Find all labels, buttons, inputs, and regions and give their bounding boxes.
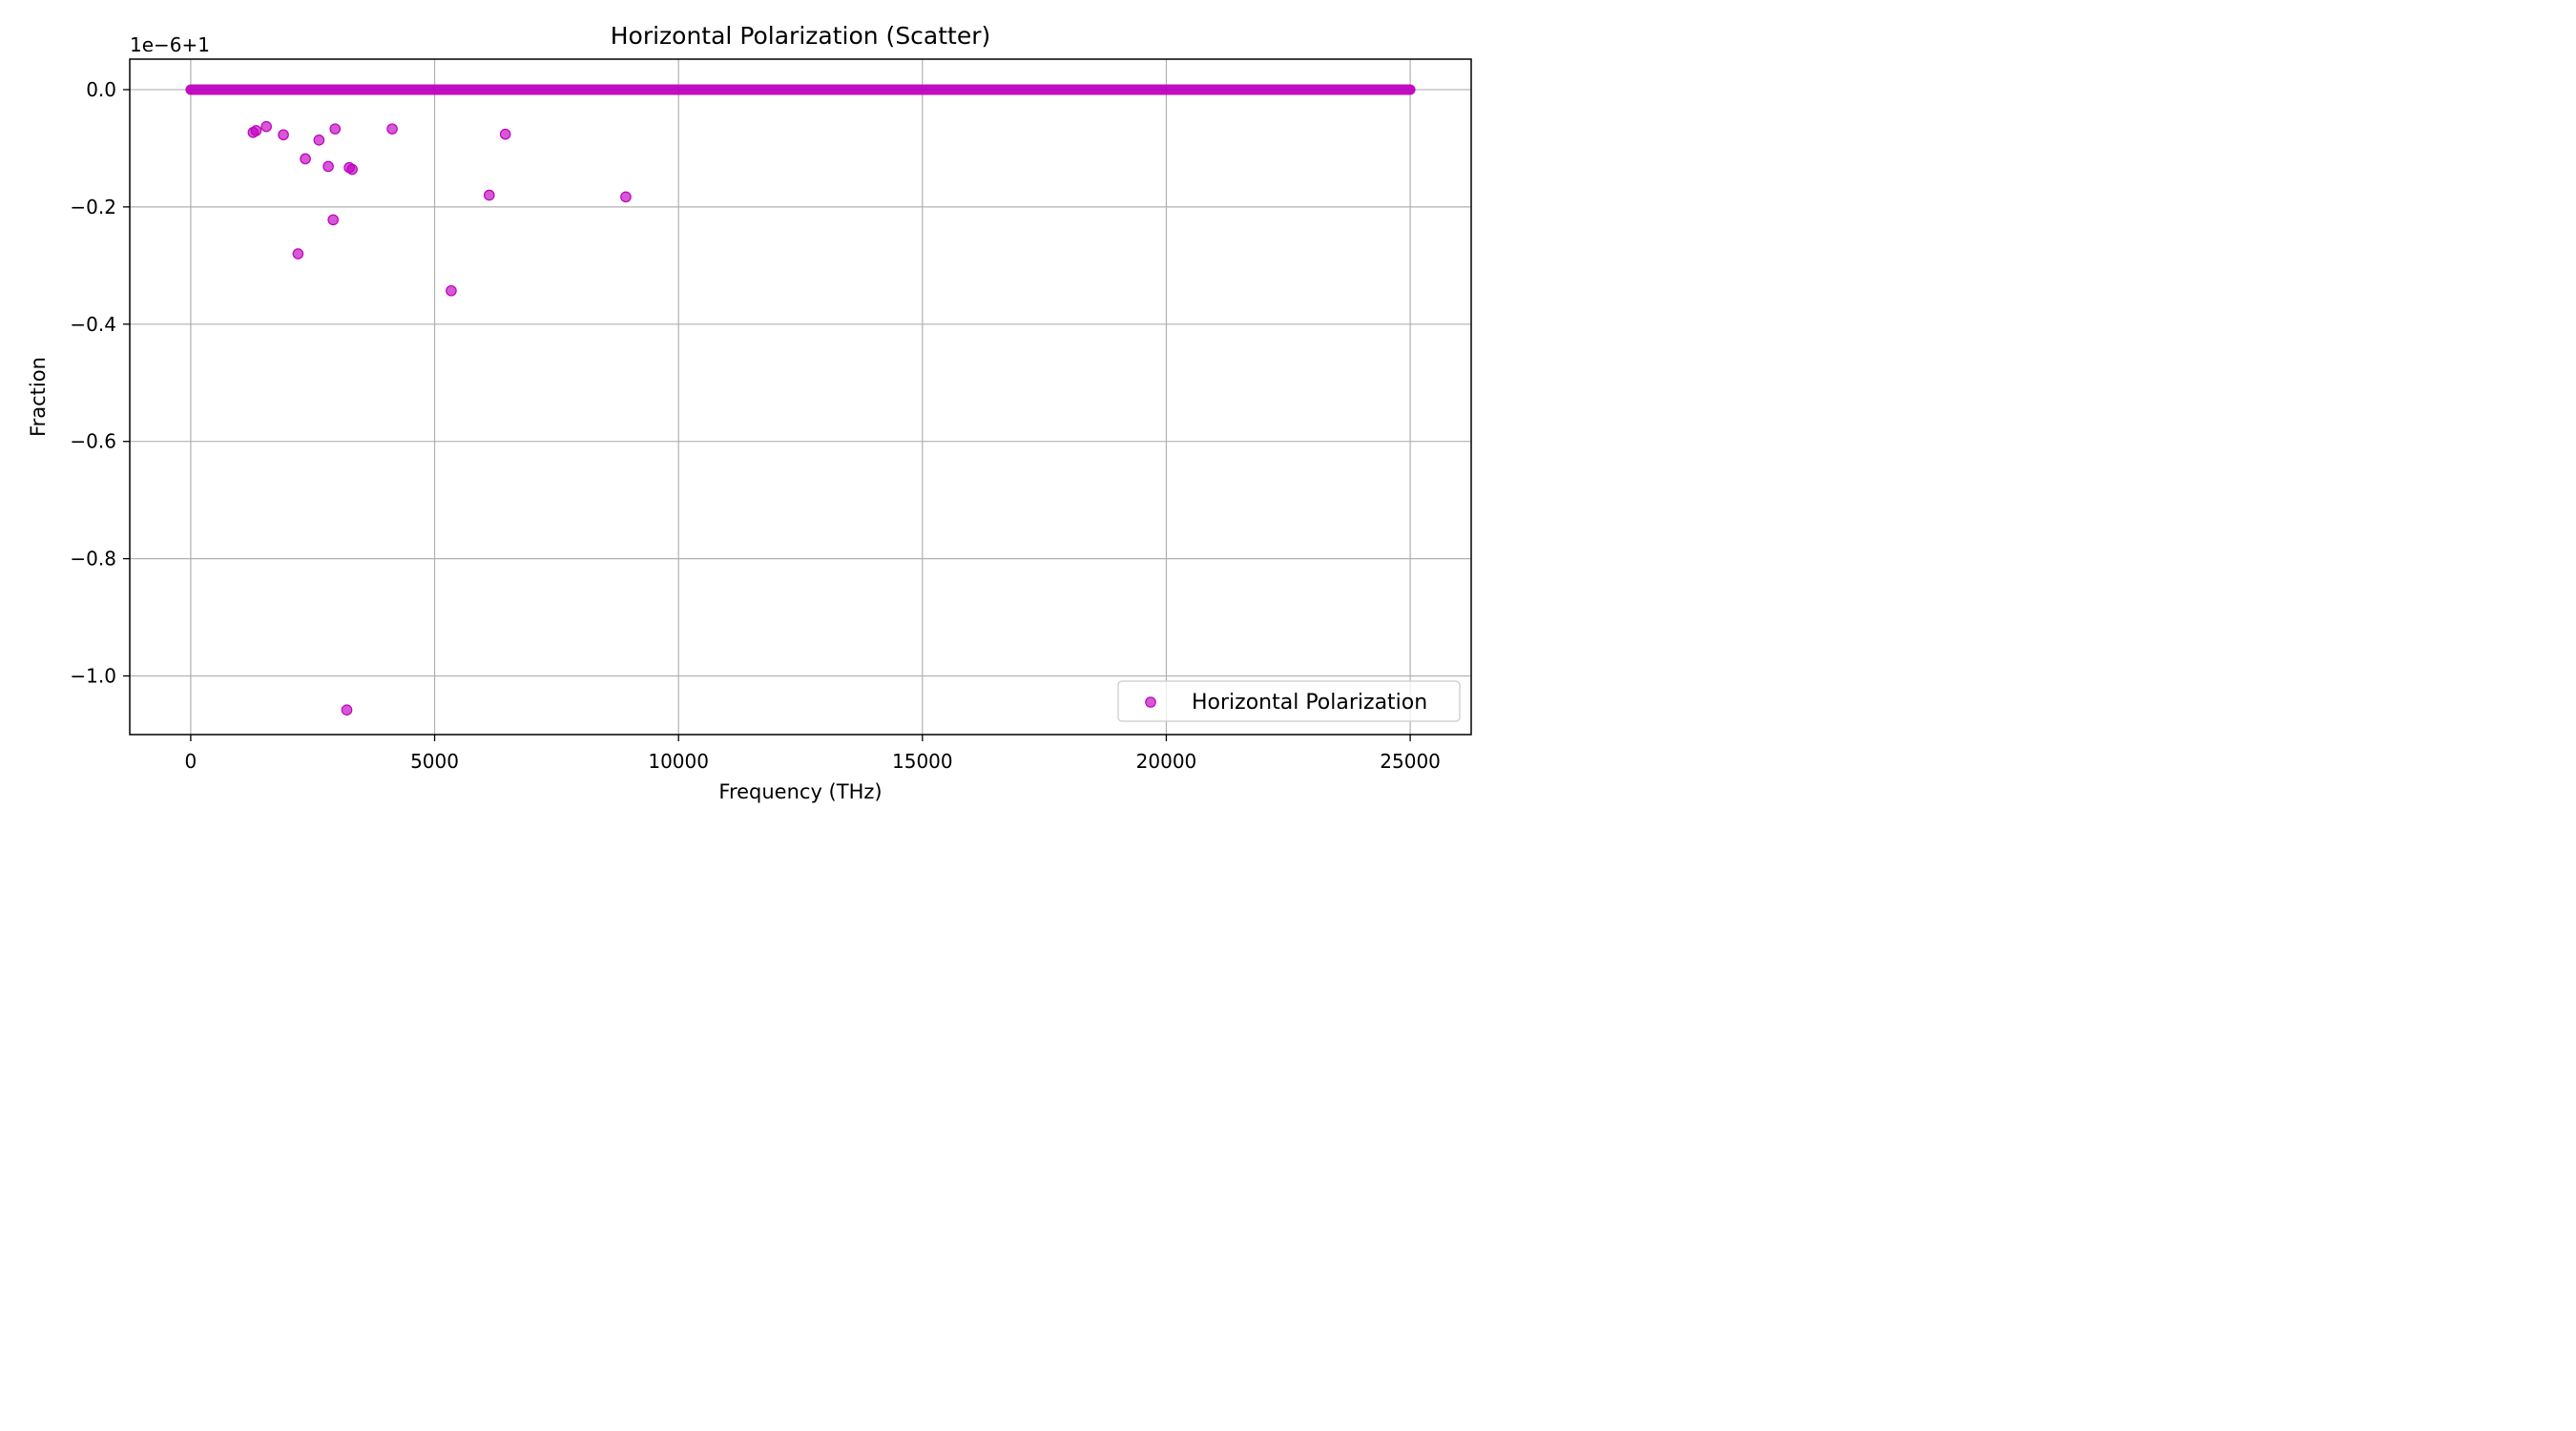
- y-axis-label: Fraction: [27, 357, 50, 437]
- legend-marker: [1145, 696, 1156, 708]
- data-point: [620, 191, 632, 203]
- data-point: [250, 125, 262, 136]
- grid-layer: [130, 59, 1471, 735]
- data-point: [446, 284, 457, 297]
- legend-label: Horizontal Polarization: [1192, 691, 1427, 715]
- data-point: [292, 248, 304, 259]
- plot-frame: [129, 58, 1472, 736]
- x-tick-label: 10000: [648, 750, 709, 773]
- x-tick-label: 25000: [1380, 750, 1441, 773]
- x-tick-label: 5000: [410, 750, 459, 773]
- x-tick-label: 20000: [1136, 750, 1197, 773]
- legend: Horizontal Polarization: [1117, 680, 1461, 722]
- x-axis-label: Frequency (THz): [718, 780, 882, 803]
- data-point: [329, 123, 342, 135]
- scatter-chart: 0 5000 10000 15000 20000 25000 0.0 −0.2 −0.4 −0.…: [27, 22, 1472, 803]
- data-point: [327, 214, 340, 226]
- data-point: [499, 128, 511, 140]
- x-tick-label: 0: [185, 750, 197, 773]
- data-point: [260, 120, 272, 133]
- x-axis-ticks: 0 5000 10000 15000 20000 25000: [185, 735, 1441, 773]
- y-axis-offset-label: 1e−6+1: [130, 33, 210, 56]
- data-point: [313, 135, 325, 146]
- chart-title: Horizontal Polarization (Scatter): [611, 22, 991, 50]
- data-point: [278, 129, 289, 141]
- data-point: [341, 704, 353, 716]
- y-tick-label: −0.6: [70, 430, 116, 453]
- x-tick-label: 15000: [892, 750, 953, 773]
- y-tick-label: −1.0: [70, 665, 116, 688]
- data-point: [484, 189, 495, 201]
- data-point: [346, 163, 358, 176]
- y-tick-label: −0.8: [70, 548, 116, 570]
- data-point: [386, 123, 398, 135]
- y-tick-label: 0.0: [86, 78, 116, 101]
- y-axis-ticks: 0.0 −0.2 −0.4 −0.6 −0.8 −1.0: [70, 78, 130, 688]
- points-layer: [247, 120, 632, 716]
- legend-box: [1117, 680, 1461, 722]
- data-point: [300, 153, 311, 165]
- y-tick-label: −0.2: [70, 196, 116, 218]
- data-point: [322, 160, 334, 173]
- y-tick-label: −0.4: [70, 313, 116, 336]
